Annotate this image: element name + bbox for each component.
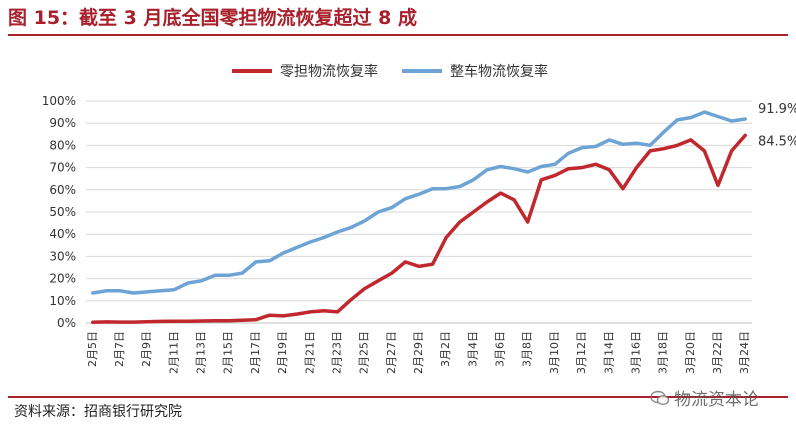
- x-tick-label: 2月23日: [330, 331, 343, 374]
- y-tick-label: 100%: [42, 94, 76, 108]
- x-tick-label: 2月17日: [249, 331, 262, 374]
- x-tick-label: 3月12日: [575, 331, 588, 374]
- x-tick-label: 2月27日: [385, 331, 398, 374]
- x-tick-label: 3月8日: [521, 331, 534, 367]
- x-tick-label: 2月25日: [358, 331, 371, 374]
- x-tick-label: 2月5日: [86, 331, 99, 367]
- line-chart: 零担物流恢复率 整车物流恢复率 0% 10% 20% 30% 40% 50% 60% 70% 8…: [42, 63, 796, 374]
- y-axis-tick-labels: 0% 10% 20% 30% 40% 50% 60% 70% 80% 90% 100%: [42, 94, 76, 330]
- y-tick-label: 60%: [49, 183, 76, 197]
- source-rule: [8, 396, 788, 398]
- y-tick-label: 40%: [49, 227, 76, 241]
- source-note: 资料来源：招商银行研究院: [14, 404, 182, 420]
- end-label-series-1: 84.5%: [758, 134, 796, 149]
- series-lines: [91, 110, 747, 325]
- end-labels: 84.5% 91.9%: [758, 102, 796, 149]
- x-tick-label: 3月4日: [466, 331, 479, 367]
- x-tick-label: 3月10日: [548, 331, 561, 374]
- series-line-2: [91, 110, 747, 295]
- y-tick-label: 70%: [49, 161, 76, 175]
- y-tick-label: 30%: [49, 249, 76, 263]
- x-tick-label: 3月6日: [494, 331, 507, 367]
- gridlines: [86, 100, 752, 302]
- wechat-icon: [650, 390, 670, 406]
- y-tick-label: 10%: [49, 294, 76, 308]
- x-tick-label: 3月16日: [629, 331, 642, 374]
- x-tick-label: 3月24日: [738, 331, 751, 374]
- x-tick-label: 2月11日: [167, 331, 180, 374]
- y-tick-label: 90%: [49, 116, 76, 130]
- watermark-text: 物流资本论: [674, 390, 759, 410]
- watermark: 物流资本论: [650, 385, 759, 410]
- y-tick-label: 50%: [49, 205, 76, 219]
- end-label-series-2: 91.9%: [758, 102, 796, 117]
- x-tick-label: 2月9日: [140, 331, 153, 367]
- x-tick-label: 3月18日: [657, 331, 670, 374]
- legend: 零担物流恢复率 整车物流恢复率: [232, 63, 548, 80]
- y-tick-label: 0%: [57, 316, 76, 330]
- x-tick-label: 2月15日: [222, 331, 235, 374]
- x-tick-label: 2月19日: [276, 331, 289, 374]
- y-tick-label: 20%: [49, 272, 76, 286]
- x-tick-label: 3月20日: [684, 331, 697, 374]
- y-tick-label: 80%: [49, 138, 76, 152]
- series-line-1: [91, 133, 747, 325]
- x-tick-label: 3月14日: [602, 331, 615, 374]
- x-tick-label: 3月2日: [439, 331, 452, 367]
- x-tick-label: 2月21日: [303, 331, 316, 374]
- title-rule: [8, 34, 788, 36]
- x-tick-label: 3月22日: [711, 331, 724, 374]
- x-tick-label: 2月13日: [195, 331, 208, 374]
- legend-label-series-2: 整车物流恢复率: [450, 63, 548, 80]
- legend-label-series-1: 零担物流恢复率: [280, 63, 378, 80]
- figure-title: 图 15：截至 3 月底全国零担物流恢复超过 8 成: [8, 7, 417, 29]
- x-tick-label: 2月29日: [412, 331, 425, 374]
- x-tick-label: 2月7日: [113, 331, 126, 367]
- x-axis-tick-labels: 2月5日 2月7日 2月9日 2月11日 2月13日 2月15日 2月17日 2月19日 2月2…: [86, 331, 751, 374]
